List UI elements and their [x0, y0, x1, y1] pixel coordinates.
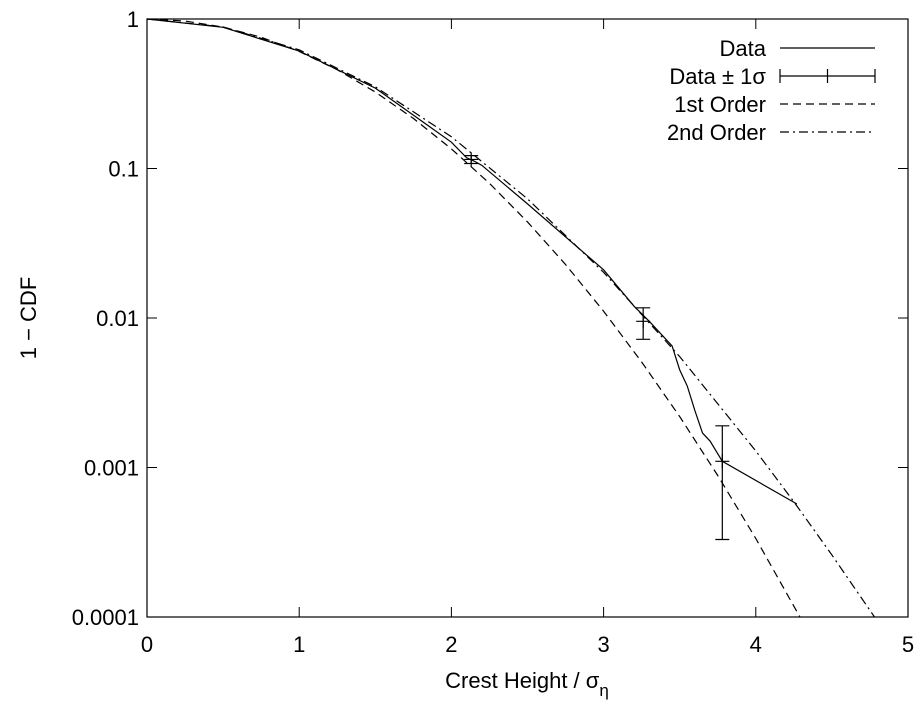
y-tick-label: 0.0001 — [72, 605, 139, 630]
series-line — [146, 18, 876, 618]
y-tick-label: 0.1 — [108, 157, 139, 182]
y-tick-label: 1 — [127, 7, 139, 32]
legend-label: 1st Order — [674, 92, 766, 117]
legend-label: Data ± 1σ — [669, 64, 766, 89]
data-point — [464, 152, 479, 167]
y-tick-label: 0.001 — [84, 456, 139, 481]
x-tick-label: 1 — [293, 632, 305, 657]
x-axis-label: Crest Height / ση — [445, 668, 609, 700]
x-tick-label: 3 — [597, 632, 609, 657]
series-line — [146, 18, 798, 505]
x-tick-label: 2 — [445, 632, 457, 657]
legend-label: Data — [720, 36, 767, 61]
plot-frame — [146, 18, 909, 618]
x-tick-label: 4 — [750, 632, 762, 657]
data-point — [715, 454, 730, 469]
y-tick-label: 0.01 — [96, 306, 139, 331]
x-tick-label: 0 — [141, 632, 153, 657]
x-label-main: Crest Height / σ — [445, 668, 600, 693]
series-line — [146, 18, 801, 618]
x-label-subscript: η — [599, 681, 608, 700]
x-tick-label: 5 — [902, 632, 914, 657]
y-axis-label: 1 − CDF — [16, 277, 41, 360]
legend-label: 2nd Order — [667, 120, 766, 145]
